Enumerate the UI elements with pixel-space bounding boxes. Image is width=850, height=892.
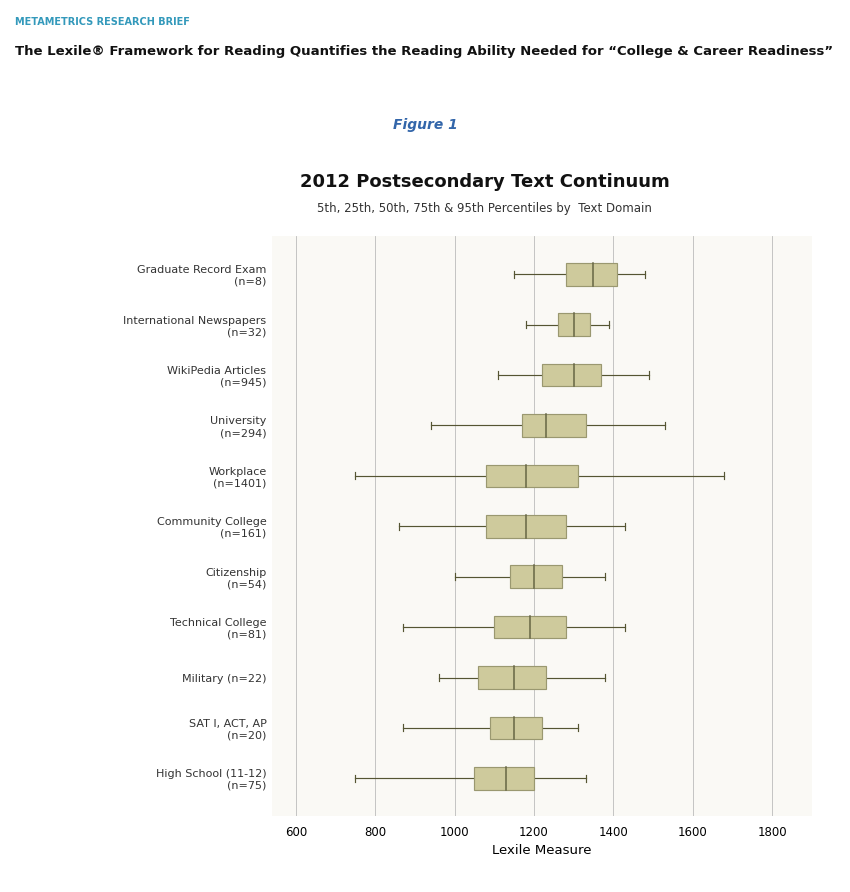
Bar: [566, 263, 617, 285]
Bar: [479, 666, 546, 689]
Text: 2012 Postsecondary Text Continuum: 2012 Postsecondary Text Continuum: [300, 173, 670, 191]
X-axis label: Lexile Measure: Lexile Measure: [492, 845, 592, 857]
Bar: [486, 465, 578, 487]
Bar: [510, 566, 562, 588]
Text: Figure 1: Figure 1: [393, 118, 457, 132]
Text: The Lexile® Framework for Reading Quantifies the Reading Ability Needed for “Col: The Lexile® Framework for Reading Quanti…: [15, 45, 833, 58]
Bar: [474, 767, 534, 789]
Bar: [522, 414, 586, 437]
Bar: [558, 313, 590, 336]
Text: 5th, 25th, 50th, 75th & 95th Percentiles by  Text Domain: 5th, 25th, 50th, 75th & 95th Percentiles…: [317, 202, 652, 215]
Bar: [486, 515, 566, 538]
Text: METAMETRICS RESEARCH BRIEF: METAMETRICS RESEARCH BRIEF: [15, 17, 190, 27]
Bar: [542, 364, 602, 386]
Bar: [494, 615, 566, 639]
Bar: [490, 716, 542, 739]
